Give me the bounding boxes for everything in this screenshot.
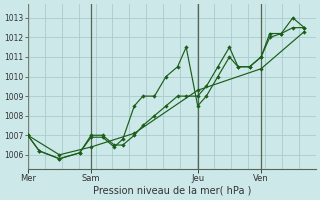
X-axis label: Pression niveau de la mer( hPa ): Pression niveau de la mer( hPa ): [92, 186, 251, 196]
